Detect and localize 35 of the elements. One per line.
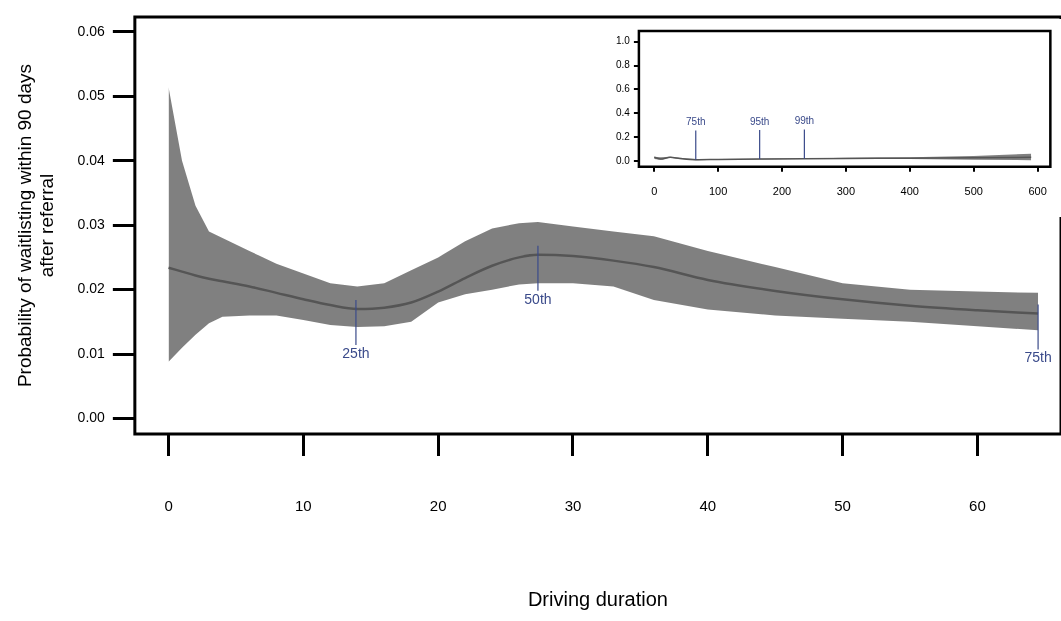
y-tick-label: 0.03 — [77, 216, 106, 233]
y-tick-label: 0.0 — [616, 154, 631, 166]
x-tick-label: 200 — [772, 185, 792, 198]
x-tick-label: 400 — [900, 185, 919, 198]
annotation: 50th — [524, 290, 552, 307]
x-tick-label: 500 — [964, 185, 983, 198]
x-tick-label: 0 — [651, 185, 658, 198]
y-tick-label: 0.2 — [616, 130, 631, 142]
y-tick-label: 0.01 — [77, 344, 106, 361]
x-tick-label: 20 — [429, 497, 447, 515]
y-axis-title: Probability of waitlisting within 90 days after referral — [13, 63, 58, 388]
y-tick-label: 0.06 — [77, 22, 106, 39]
x-axis-title: Driving duration — [527, 587, 668, 610]
annotation: 95th — [749, 115, 770, 127]
x-tick-label: 50 — [834, 497, 851, 515]
x-tick-label: 300 — [836, 185, 856, 198]
x-tick-label: 10 — [295, 497, 312, 515]
x-tick-label: 100 — [708, 185, 728, 198]
x-tick-label: 0 — [164, 497, 173, 515]
annotation: 75th — [1024, 349, 1052, 366]
annotation: 99th — [794, 115, 815, 127]
x-tick-label: 60 — [969, 497, 986, 515]
y-tick-label: 0.05 — [77, 87, 106, 104]
y-tick-label: 0.04 — [77, 151, 106, 168]
y-tick-label: 0.8 — [616, 59, 631, 71]
y-tick-label: 0.4 — [616, 106, 631, 118]
y-tick-label: 1.0 — [616, 35, 631, 47]
y-tick-label: 0.6 — [616, 83, 631, 95]
x-tick-label: 600 — [1028, 185, 1047, 198]
annotation: 25th — [342, 344, 370, 361]
y-tick-label: 0.02 — [77, 280, 106, 297]
y-tick-label: 0.00 — [77, 409, 106, 426]
x-tick-label: 40 — [699, 497, 717, 515]
annotation: 75th — [686, 116, 706, 128]
x-tick-label: 30 — [564, 497, 582, 515]
